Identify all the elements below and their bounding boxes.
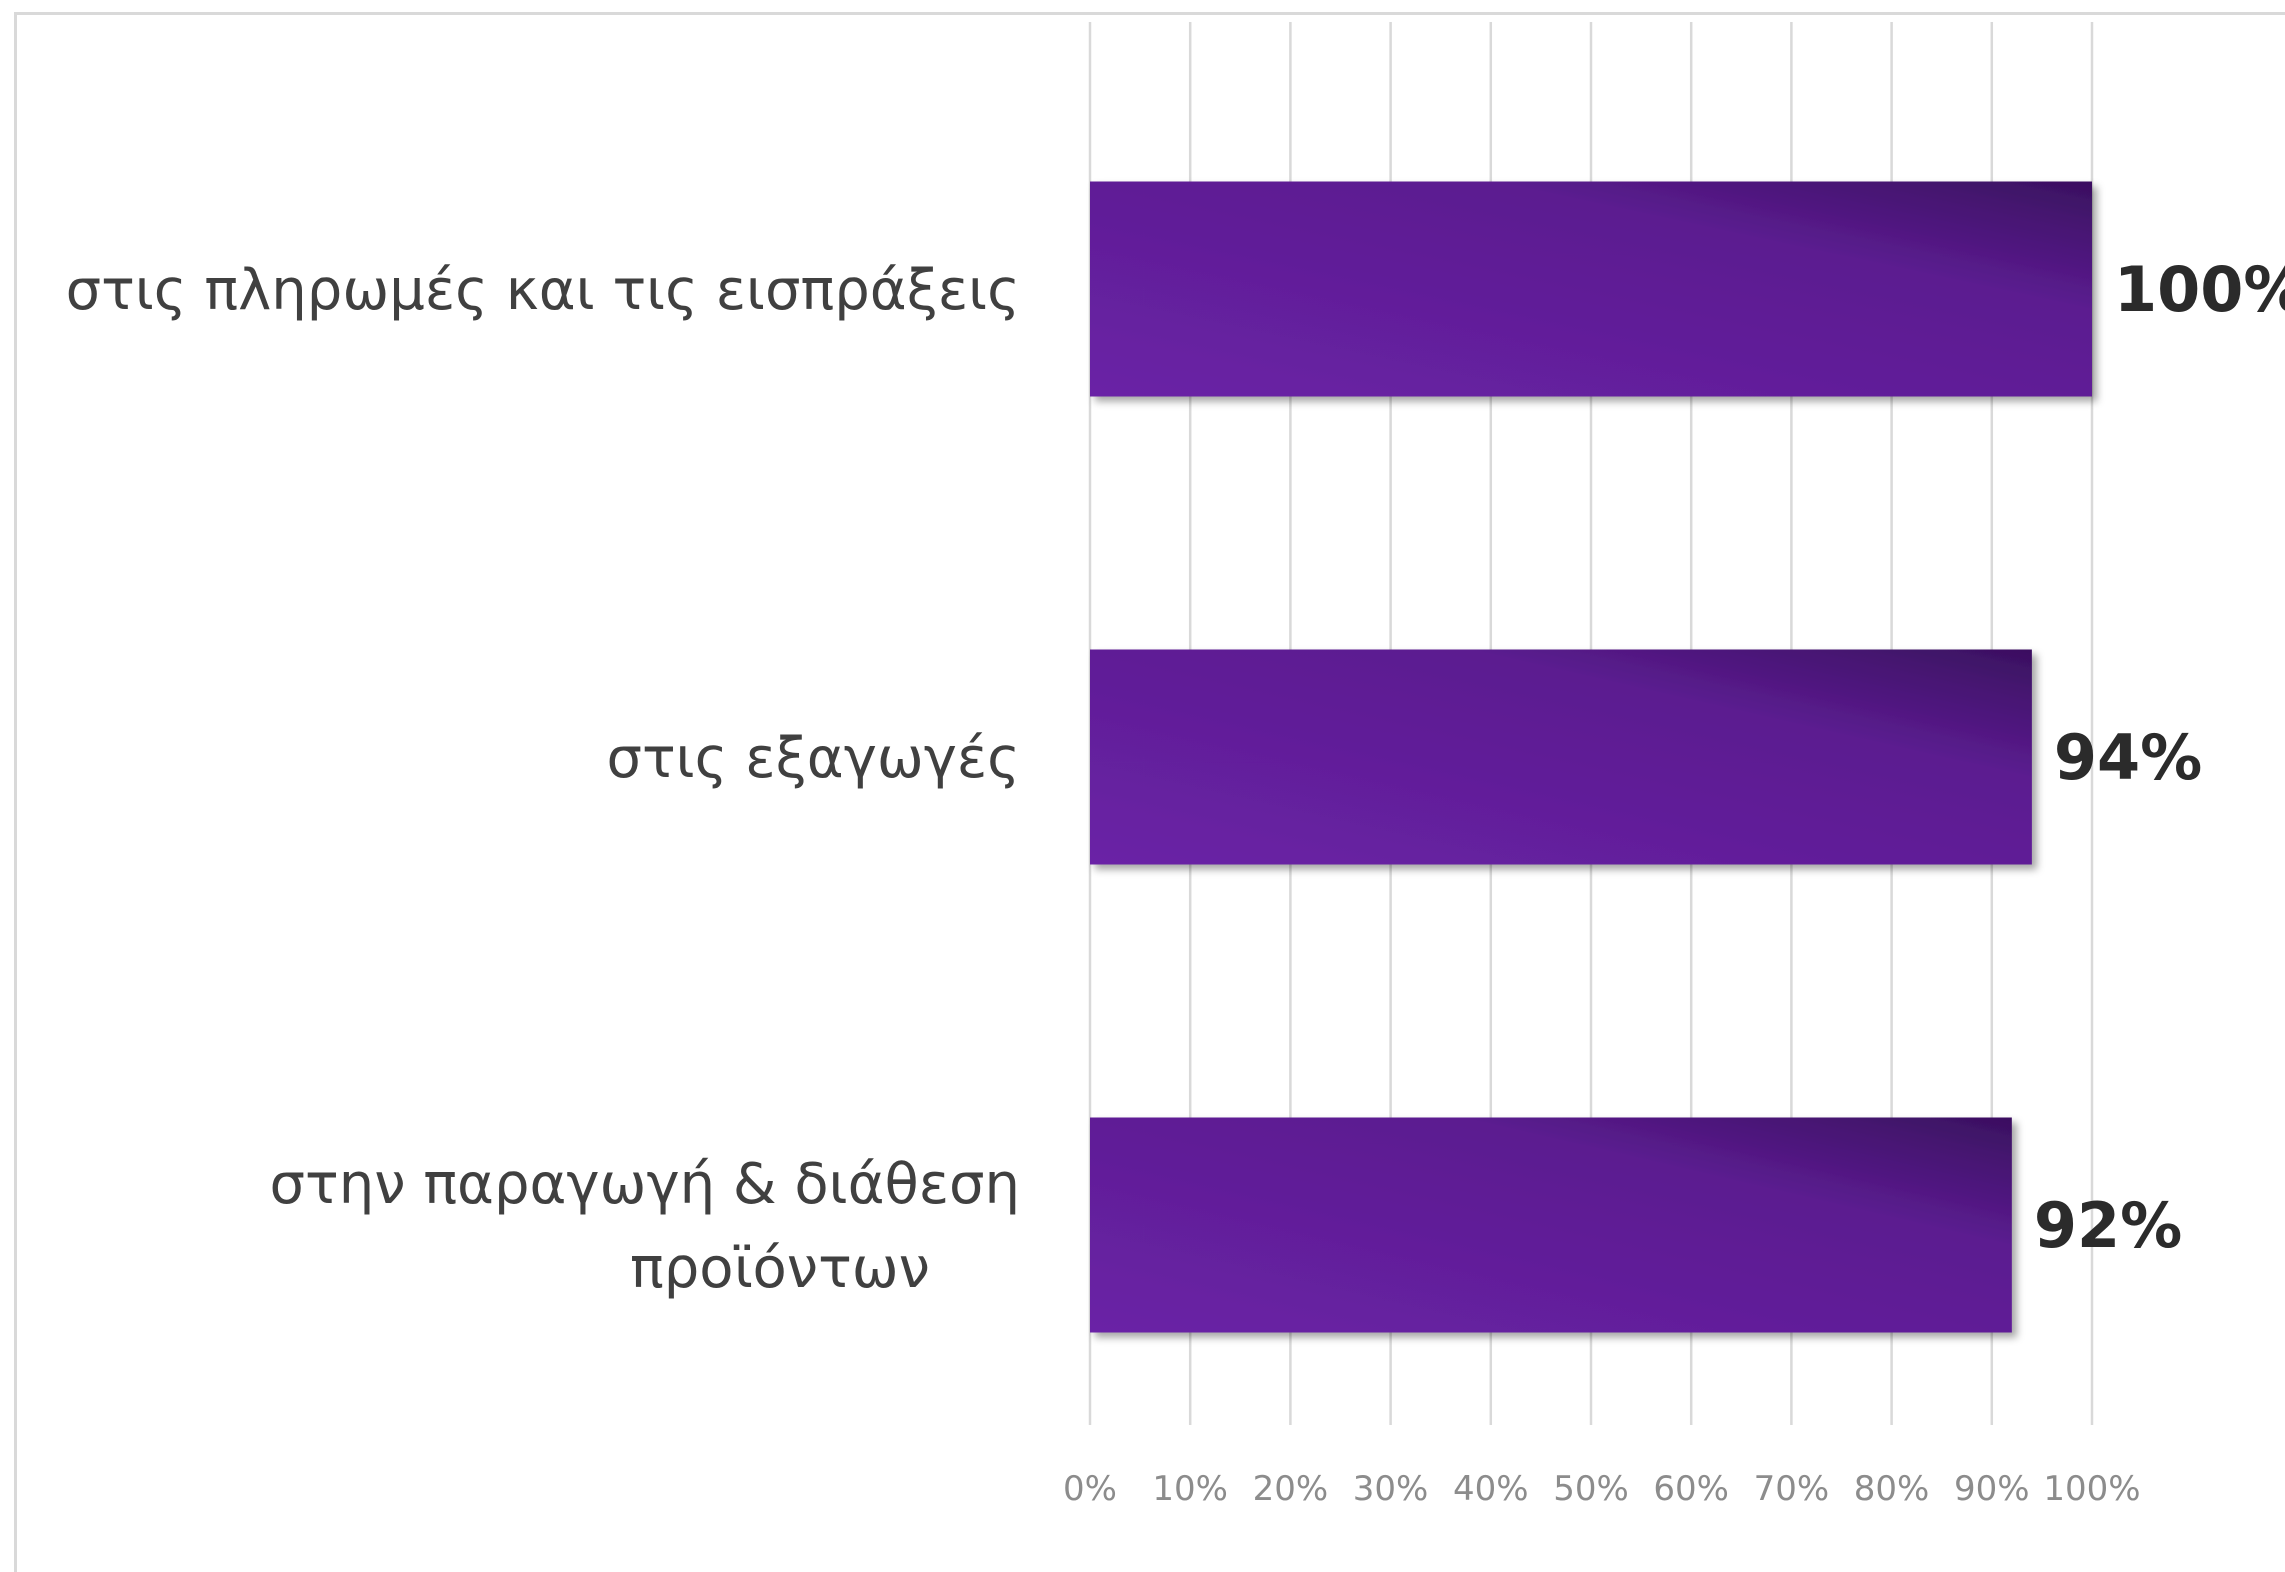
x-tick-label: 90% xyxy=(1954,1469,2030,1509)
bar-chart: στις πληρωμές και τις εισπράξεις στις εξα… xyxy=(66,22,2285,1509)
bar xyxy=(1090,649,2032,865)
bar xyxy=(1090,181,2092,397)
bar-value-label: 92% xyxy=(2034,1189,2182,1262)
x-tick-label: 70% xyxy=(1754,1469,1830,1509)
bar-value-label: 100% xyxy=(2114,253,2285,326)
x-tick-label: 60% xyxy=(1653,1469,1729,1509)
x-tick-label: 80% xyxy=(1854,1469,1930,1509)
value-labels: 100% 94% 92% xyxy=(2034,253,2285,1262)
bars xyxy=(1090,181,2092,1333)
x-tick-label: 20% xyxy=(1253,1469,1329,1509)
x-tick-label: 0% xyxy=(1063,1469,1117,1509)
x-tick-label: 50% xyxy=(1553,1469,1629,1509)
category-label: στις πληρωμές και τις εισπράξεις xyxy=(66,258,1020,323)
x-tick-label: 100% xyxy=(2043,1469,2140,1509)
chart-frame xyxy=(14,12,2285,1572)
category-label: στις εξαγωγές xyxy=(606,726,1020,791)
bar xyxy=(1090,1117,2012,1333)
bar-value-label: 94% xyxy=(2054,721,2202,794)
x-axis-ticks: 0% 10% 20% 30% 40% 50% 60% 70% 80% 90% 100% xyxy=(1063,1469,2141,1509)
x-tick-label: 40% xyxy=(1453,1469,1529,1509)
category-label: προϊόντων xyxy=(630,1236,930,1301)
category-label: στην παραγωγή & διάθεση xyxy=(270,1152,1020,1217)
x-tick-label: 10% xyxy=(1152,1469,1228,1509)
category-labels: στις πληρωμές και τις εισπράξεις στις εξα… xyxy=(66,258,1020,1301)
x-tick-label: 30% xyxy=(1353,1469,1429,1509)
